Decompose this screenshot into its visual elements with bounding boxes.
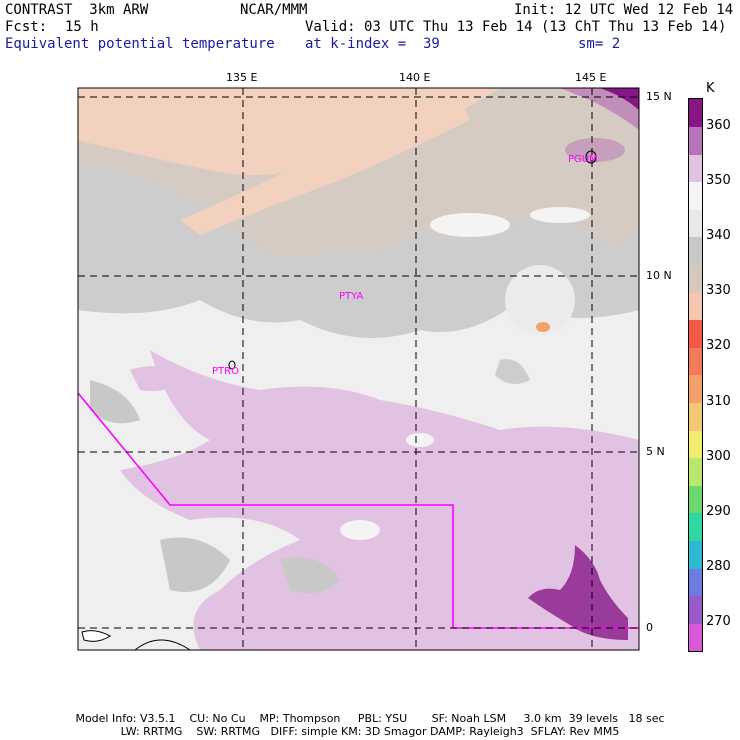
colorbar-unit: K: [706, 81, 715, 96]
smoothing-label: sm= 2: [578, 36, 621, 52]
level-label: at k-index = 39: [305, 36, 440, 52]
colorbar-swatch: [689, 237, 702, 266]
colorbar-swatch: [689, 623, 702, 652]
station-ptya-label: PTYA: [339, 291, 363, 302]
colorbar-swatch: [689, 154, 702, 183]
field-name: Equivalent potential temperature: [5, 36, 275, 52]
lon-label-145: 145 E: [575, 71, 607, 84]
lat-label-5: 5 N: [646, 445, 665, 458]
lon-label-135: 135 E: [226, 71, 258, 84]
colorbar-swatch: [689, 430, 702, 459]
colorbar-swatch: [689, 319, 702, 348]
init-time: Init: 12 UTC Wed 12 Feb 14: [514, 2, 734, 18]
colorbar-swatch: [689, 264, 702, 293]
colorbar-swatch: [689, 402, 702, 431]
colorbar: [688, 98, 703, 652]
station-ptro-label: PTRO: [212, 366, 239, 377]
colorbar-tick-label: 360: [706, 117, 731, 133]
colorbar-swatch: [689, 457, 702, 486]
colorbar-tick-label: 330: [706, 283, 731, 299]
footer-physics-info: LW: RRTMG SW: RRTMG DIFF: simple KM: 3D …: [120, 725, 620, 738]
station-pgum-label: PGUM: [568, 154, 598, 165]
org-label: NCAR/MMM: [240, 2, 308, 18]
colorbar-swatch: [689, 568, 702, 597]
lon-label-140: 140 E: [399, 71, 431, 84]
forecast-label: Fcst:: [5, 19, 48, 35]
map-frame: [77, 87, 640, 651]
colorbar-tick-label: 270: [706, 614, 731, 630]
colorbar-swatch: [689, 375, 702, 404]
colorbar-swatch: [689, 292, 702, 321]
colorbar-swatch: [689, 99, 702, 128]
colorbar-tick-label: 300: [706, 448, 731, 464]
colorbar-swatch: [689, 181, 702, 210]
colorbar-swatch: [689, 347, 702, 376]
colorbar-swatch: [689, 485, 702, 514]
lat-lon-grid: [78, 88, 639, 650]
model-title: CONTRAST 3km ARW: [5, 2, 149, 18]
colorbar-tick-label: 320: [706, 338, 731, 354]
valid-time: Valid: 03 UTC Thu 13 Feb 14 (13 ChT Thu …: [305, 19, 727, 35]
colorbar-tick-label: 340: [706, 228, 731, 243]
lat-label-0: 0: [646, 621, 653, 634]
theta-e-field: [78, 88, 639, 650]
lat-label-10: 10 N: [646, 269, 672, 282]
footer-model-info: Model Info: V3.5.1 CU: No Cu MP: Thompso…: [75, 712, 665, 725]
colorbar-swatch: [689, 595, 702, 624]
forecast-hour: 15 h: [65, 19, 99, 35]
colorbar-tick-label: 290: [706, 504, 731, 519]
colorbar-swatch: [689, 126, 702, 155]
colorbar-swatch: [689, 540, 702, 569]
colorbar-tick-label: 280: [706, 559, 731, 575]
lat-label-15: 15 N: [646, 90, 672, 103]
colorbar-tick-label: 350: [706, 172, 731, 188]
colorbar-swatch: [689, 209, 702, 238]
colorbar-tick-label: 310: [706, 393, 731, 409]
colorbar-swatch: [689, 513, 702, 542]
